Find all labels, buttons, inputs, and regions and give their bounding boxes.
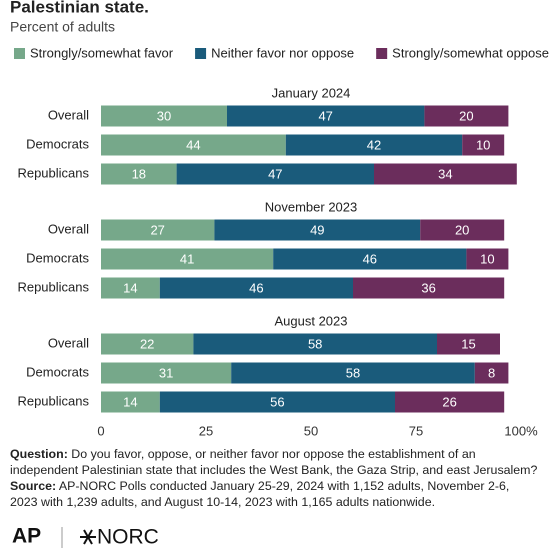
bar-segment: [353, 277, 505, 299]
x-tick-label: 50: [304, 423, 318, 438]
value-label: 27: [150, 222, 164, 237]
value-label: 36: [421, 280, 435, 295]
logo-ap: AP: [12, 525, 41, 548]
legend-label: Neither favor nor oppose: [211, 45, 354, 60]
value-label: 42: [367, 137, 381, 152]
x-tick-label: 75: [409, 423, 423, 438]
question-label: Question:: [10, 447, 68, 461]
value-label: 47: [318, 108, 332, 123]
bar-segment: [420, 219, 505, 241]
logo-norc: NORC: [97, 526, 159, 549]
value-label: 31: [159, 365, 173, 380]
bar-segment: [285, 134, 463, 156]
category-label: Overall: [48, 107, 89, 122]
bar-segment: [214, 219, 421, 241]
value-label: 14: [123, 394, 137, 409]
category-label: Democrats: [26, 364, 89, 379]
category-label: Republicans: [17, 165, 89, 180]
source-label: Source:: [10, 479, 57, 493]
value-label: 46: [363, 251, 377, 266]
category-label: Overall: [48, 335, 89, 350]
value-label: 22: [140, 336, 154, 351]
value-label: 10: [476, 137, 490, 152]
bar-segment: [273, 248, 467, 270]
value-label: 10: [480, 251, 494, 266]
x-tick-label: 100%: [504, 423, 538, 438]
value-label: 58: [308, 336, 322, 351]
value-label: 34: [438, 166, 452, 181]
bar-segment: [101, 333, 194, 355]
bar-segment: [101, 219, 215, 241]
bar-segment: [101, 277, 160, 299]
bar-segment: [101, 391, 160, 413]
bar-segment: [227, 105, 425, 127]
value-label: 49: [310, 222, 324, 237]
bar-segment: [437, 333, 500, 355]
bar-segment: [193, 333, 437, 355]
chart-title: Palestinian state.: [10, 0, 149, 16]
bar-segment: [101, 163, 177, 185]
category-label: Republicans: [17, 279, 89, 294]
chart-subtitle: Percent of adults: [10, 19, 115, 35]
value-label: 47: [268, 166, 282, 181]
category-label: Democrats: [26, 136, 89, 151]
value-label: 41: [180, 251, 194, 266]
legend-swatch: [195, 48, 207, 59]
value-label: 30: [157, 108, 171, 123]
value-label: 26: [442, 394, 456, 409]
bar-segment: [231, 362, 475, 384]
legend-swatch: [376, 48, 388, 59]
legend-swatch: [14, 48, 25, 59]
bar-segment: [466, 248, 509, 270]
bar-segment: [374, 163, 517, 185]
category-label: Republicans: [17, 393, 89, 408]
panel-title: August 2023: [274, 313, 347, 328]
value-label: 58: [346, 365, 360, 380]
footer: Question: Do you favor, oppose, or neith…: [10, 446, 540, 510]
x-tick-label: 0: [97, 423, 104, 438]
value-label: 44: [186, 137, 200, 152]
bar-segment: [159, 391, 395, 413]
logo-star: [80, 529, 96, 545]
question-text: Do you favor, oppose, or neither favor n…: [10, 447, 538, 477]
value-label: 46: [249, 280, 263, 295]
panel-title: November 2023: [265, 199, 358, 214]
value-label: 8: [488, 365, 495, 380]
legend-label: Strongly/somewhat oppose: [392, 45, 549, 60]
bar-segment: [101, 134, 286, 156]
bar-segment: [101, 362, 232, 384]
bar-segment: [101, 248, 274, 270]
bar-segment: [159, 277, 353, 299]
x-tick-label: 25: [199, 423, 213, 438]
value-label: 18: [132, 166, 146, 181]
legend-label: Strongly/somewhat favor: [30, 45, 174, 60]
value-label: 56: [270, 394, 284, 409]
panel-title: January 2024: [272, 85, 351, 100]
bar-segment: [474, 362, 509, 384]
source-text: AP-NORC Polls conducted January 25-29, 2…: [10, 479, 510, 509]
bar-segment: [101, 105, 227, 127]
category-label: Overall: [48, 221, 89, 236]
bar-segment: [424, 105, 509, 127]
value-label: 14: [123, 280, 137, 295]
value-label: 20: [459, 108, 473, 123]
category-label: Democrats: [26, 250, 89, 265]
bar-segment: [462, 134, 505, 156]
bar-segment: [176, 163, 374, 185]
value-label: 20: [455, 222, 469, 237]
bar-segment: [395, 391, 505, 413]
value-label: 15: [461, 336, 475, 351]
